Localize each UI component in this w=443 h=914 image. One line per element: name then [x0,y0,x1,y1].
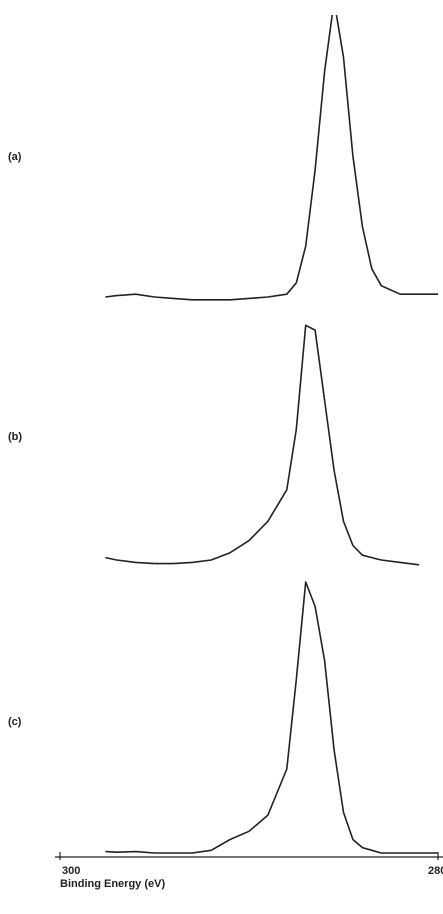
x-tick-label: 300 [62,865,80,877]
spectrum-line [105,15,438,301]
x-axis-label: Binding Energy (eV) [60,878,165,890]
series-label: (a) [8,151,22,163]
series-label: (b) [8,431,22,443]
series-label: (c) [8,716,22,728]
x-tick-label: 280 [428,865,443,877]
spectrum-line [105,324,420,566]
spectrum-line [105,581,438,854]
